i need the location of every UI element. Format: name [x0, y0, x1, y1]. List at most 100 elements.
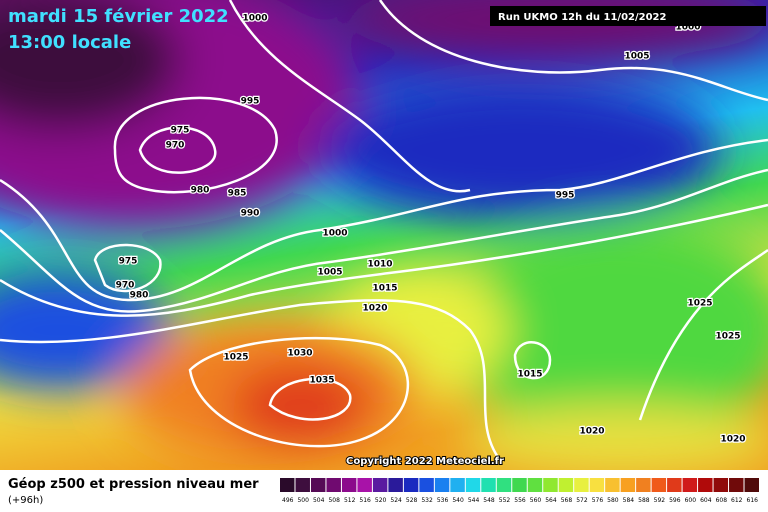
- colorbar-label: 604: [700, 497, 712, 504]
- colorbar-swatch: [667, 478, 682, 492]
- colorbar-swatch: [481, 478, 496, 492]
- forecast-time: 13:00 locale: [8, 32, 131, 53]
- colorbar-label: 540: [452, 497, 464, 504]
- colorbar-swatch: [651, 478, 667, 492]
- colorbar-swatch: [326, 478, 341, 492]
- colorbar-swatch: [729, 478, 744, 492]
- lead-time: (+96h): [8, 495, 43, 506]
- colorbar-swatch: [496, 478, 512, 492]
- isobar-label: 1020: [720, 435, 745, 445]
- colorbar-label: 608: [716, 497, 728, 504]
- isobar-label: 1000: [322, 229, 347, 239]
- colorbar-swatch: [357, 478, 372, 492]
- isobar-label: 1010: [367, 260, 392, 270]
- colorbar-swatch: [574, 478, 589, 492]
- colorbar-label: 568: [561, 497, 573, 504]
- header: mardi 15 février 2022 13:00 locale Run U…: [8, 6, 766, 53]
- colorbar-swatch: [527, 478, 543, 492]
- isobar-label: 975: [119, 257, 138, 267]
- colorbar-label: 552: [499, 497, 511, 504]
- colorbar-label: 512: [344, 497, 356, 504]
- isobar-label: 975: [171, 126, 190, 136]
- colorbar-label: 572: [576, 497, 588, 504]
- colorbar-label: 544: [468, 497, 480, 504]
- isobar-label: 1030: [287, 349, 312, 359]
- colorbar-label: 532: [421, 497, 433, 504]
- isobar-label: 1025: [687, 299, 712, 309]
- colorbar-swatch: [280, 478, 295, 492]
- colorbar-label: 588: [638, 497, 650, 504]
- colorbar-label: 584: [623, 497, 635, 504]
- colorbar-swatch: [388, 478, 403, 492]
- isobar-label: 1035: [309, 376, 334, 386]
- isobar-label: 970: [166, 141, 185, 151]
- colorbar-swatch: [295, 478, 310, 492]
- legend-title: Géop z500 et pression niveau mer: [8, 477, 259, 492]
- colorbar-swatch: [620, 478, 636, 492]
- colorbar-label: 520: [375, 497, 387, 504]
- colorbar-label: 500: [297, 497, 309, 504]
- colorbar-label: 516: [359, 497, 371, 504]
- isobars: [0, 0, 768, 460]
- isobar-label: 1025: [715, 332, 740, 342]
- colorbar-label: 564: [545, 497, 557, 504]
- colorbar-label: 600: [685, 497, 697, 504]
- colorbar-label: 504: [313, 497, 325, 504]
- colorbar-label: 496: [282, 497, 294, 504]
- colorbar-label: 528: [406, 497, 418, 504]
- colorbar-label: 524: [390, 497, 402, 504]
- forecast-date: mardi 15 février 2022: [8, 6, 229, 27]
- isobar-label: 995: [556, 191, 575, 201]
- colorbar-label: 612: [731, 497, 743, 504]
- isobar-label: 1015: [517, 370, 542, 380]
- colorbar: 496 500 504 508 512 516 520 524 528 532 536 540 544 5…: [280, 478, 759, 504]
- colorbar-swatch: [341, 478, 357, 492]
- colorbar-swatch: [636, 478, 651, 492]
- colorbar-label: 616: [747, 497, 759, 504]
- colorbar-label: 548: [483, 497, 495, 504]
- isobar-label: 980: [130, 291, 149, 301]
- colorbar-label: 536: [437, 497, 449, 504]
- colorbar-swatch: [698, 478, 713, 492]
- colorbar-label: 508: [328, 497, 340, 504]
- colorbar-label: 580: [607, 497, 619, 504]
- colorbar-swatch: [589, 478, 605, 492]
- colorbar-swatch: [419, 478, 434, 492]
- colorbar-label: 556: [514, 497, 526, 504]
- isobar-label: 1005: [624, 52, 649, 62]
- colorbar-swatch: [558, 478, 574, 492]
- isobar-label: 1020: [579, 427, 604, 437]
- colorbar-swatch: [465, 478, 481, 492]
- colorbar-swatch: [310, 478, 326, 492]
- colorbar-swatch: [605, 478, 620, 492]
- colorbar-swatch: [512, 478, 527, 492]
- isobar-label: 1020: [362, 304, 387, 314]
- colorbar-swatch: [434, 478, 450, 492]
- colorbar-swatch: [682, 478, 698, 492]
- isobar-label: 1005: [317, 268, 342, 278]
- colorbar-swatch: [372, 478, 388, 492]
- isobar-label: 980: [191, 186, 210, 196]
- colorbar-label: 560: [530, 497, 542, 504]
- isobar-label: 990: [241, 209, 260, 219]
- colorbar-label: 576: [592, 497, 604, 504]
- colorbar-swatch: [713, 478, 729, 492]
- colorbar-swatch: [403, 478, 419, 492]
- colorbar-label: 592: [654, 497, 666, 504]
- isobar-label: 1015: [372, 284, 397, 294]
- colorbar-swatch: [744, 478, 759, 492]
- colorbar-swatch: [543, 478, 558, 492]
- run-info: Run UKMO 12h du 11/02/2022: [498, 12, 667, 23]
- isobar-label: 970: [116, 281, 135, 291]
- isobar-label: 995: [241, 97, 260, 107]
- field: [0, 0, 768, 475]
- colorbar-label: 596: [669, 497, 681, 504]
- run-box: [490, 6, 766, 26]
- colorbar-swatch: [450, 478, 465, 492]
- isobar-label: 985: [228, 189, 247, 199]
- isobar-label: 1000: [242, 14, 267, 24]
- copyright: Copyright 2022 Meteociel.fr: [346, 456, 504, 467]
- isobar-label: 1025: [223, 353, 248, 363]
